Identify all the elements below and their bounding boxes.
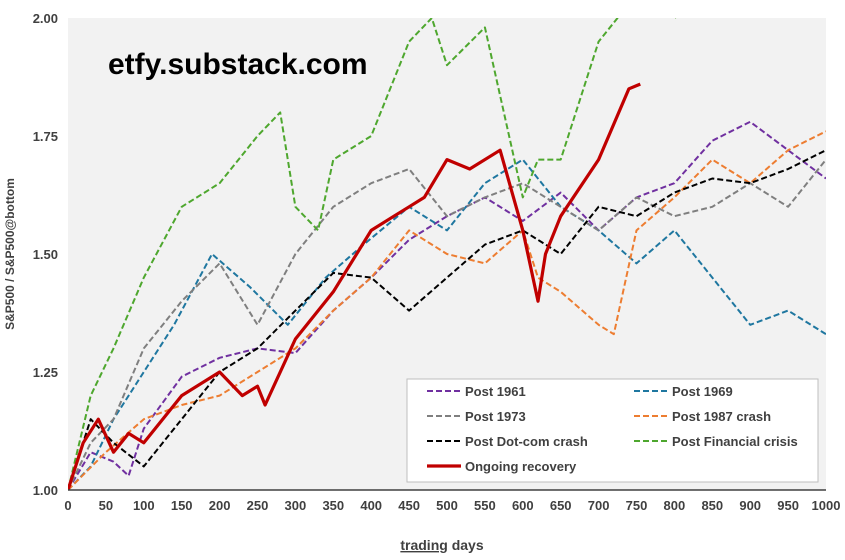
series-line-6 <box>68 82 641 490</box>
x-tick-label: 400 <box>360 498 382 513</box>
x-tick-label: 500 <box>436 498 458 513</box>
legend-label-2: Post 1973 <box>465 409 526 424</box>
legend-label-6: Ongoing recovery <box>465 459 577 474</box>
x-tick-label: 550 <box>474 498 496 513</box>
x-tick-label: 200 <box>209 498 231 513</box>
x-tick-label: 750 <box>626 498 648 513</box>
x-tick-label: 150 <box>171 498 193 513</box>
y-tick-label: 1.75 <box>33 129 58 144</box>
legend-label-3: Post 1987 crash <box>672 409 771 424</box>
x-tick-label: 0 <box>64 498 71 513</box>
x-tick-label: 100 <box>133 498 155 513</box>
y-tick-label: 1.25 <box>33 365 58 380</box>
watermark: etfy.substack.com <box>108 48 368 81</box>
x-tick-label: 600 <box>512 498 534 513</box>
legend-label-0: Post 1961 <box>465 384 526 399</box>
x-tick-label: 700 <box>588 498 610 513</box>
legend-box <box>406 378 819 483</box>
series-lines <box>68 18 826 490</box>
x-tick-label: 50 <box>99 498 113 513</box>
x-tick-label: 850 <box>701 498 723 513</box>
x-tick-label: 950 <box>777 498 799 513</box>
series-line-5 <box>68 18 677 490</box>
x-tick-label: 450 <box>398 498 420 513</box>
series-line-1 <box>68 158 826 490</box>
legend-label-1: Post 1969 <box>672 384 733 399</box>
x-tick-label: 250 <box>247 498 269 513</box>
legend-label-4: Post Dot-com crash <box>465 434 588 449</box>
y-tick-label: 1.50 <box>33 247 58 262</box>
y-tick-labels: 1.00 1.25 1.50 1.75 2.00 <box>33 11 58 498</box>
x-axis-label: trading days <box>400 537 483 553</box>
legend: Post 1961 Post 1969 Post 1973 Post 1987 cra… <box>406 378 819 483</box>
x-tick-labels: 0 50 100 150 200 250 300 350 400 450 500 550 600 650 7… <box>64 498 840 513</box>
series-line-4 <box>68 149 826 490</box>
x-tick-label: 1000 <box>812 498 841 513</box>
x-tick-label: 350 <box>322 498 344 513</box>
y-axis-label: S&P500 / S&P500@bottom <box>3 178 17 330</box>
series-line-0 <box>68 120 826 490</box>
legend-label-5: Post Financial crisis <box>672 434 798 449</box>
x-tick-label: 300 <box>285 498 307 513</box>
x-axis-label-underlined: trading <box>400 537 447 553</box>
x-tick-label: 900 <box>739 498 761 513</box>
x-tick-label: 650 <box>550 498 572 513</box>
y-tick-label: 1.00 <box>33 483 58 498</box>
x-axis-label-rest: days <box>448 537 484 553</box>
y-tick-label: 2.00 <box>33 11 58 26</box>
x-tick-label: 800 <box>664 498 686 513</box>
